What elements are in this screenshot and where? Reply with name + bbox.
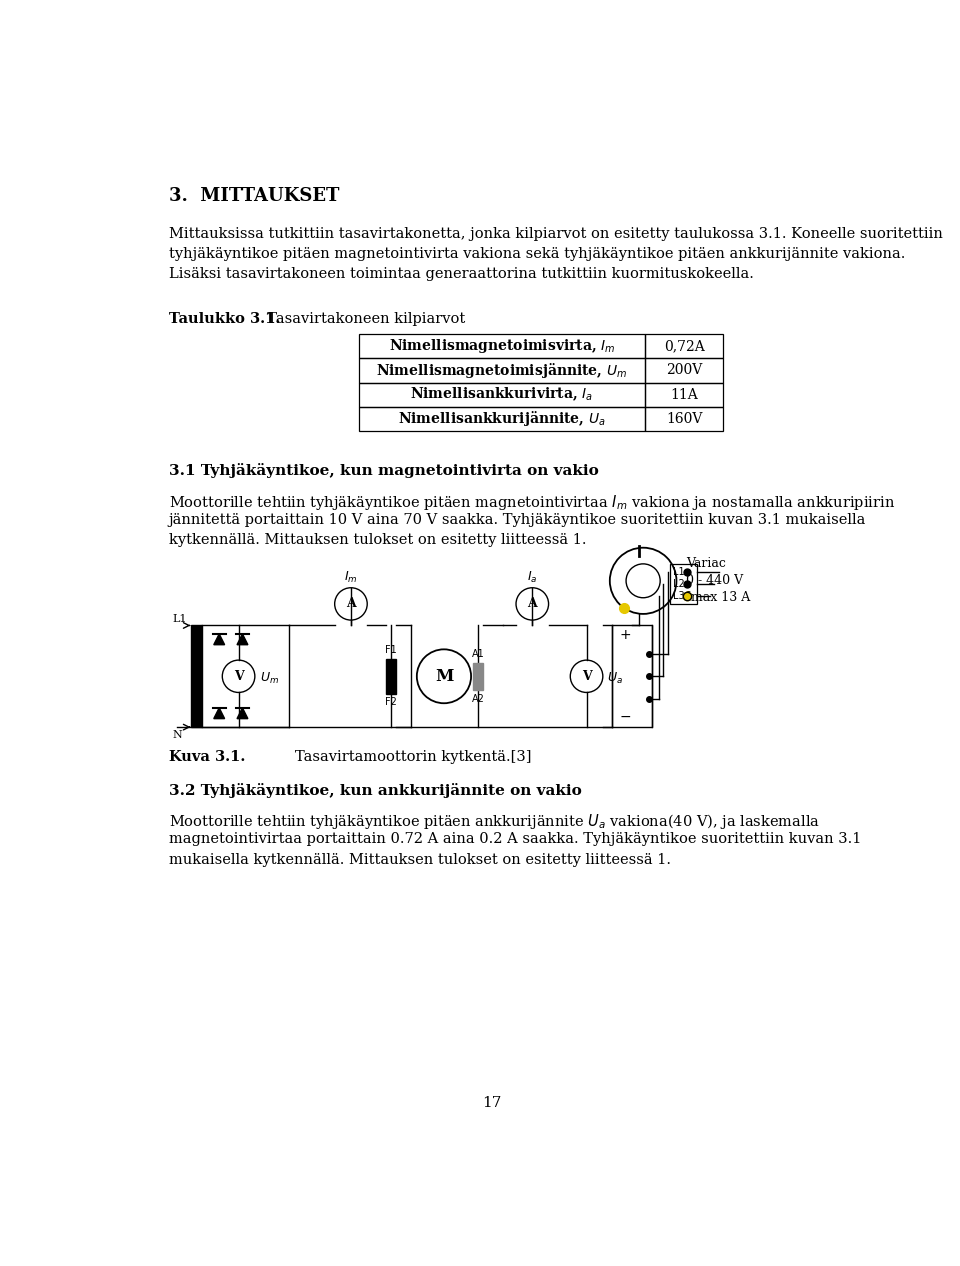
Text: 3.1 Tyhjäkäyntikoe, kun magnetointivirta on vakio: 3.1 Tyhjäkäyntikoe, kun magnetointivirta… [169, 463, 599, 479]
Text: Tasavirtamoottorin kytkentä.[3]: Tasavirtamoottorin kytkentä.[3] [258, 751, 532, 765]
Text: Nimellisankkurivirta, $\mathit{I}_a$: Nimellisankkurivirta, $\mathit{I}_a$ [411, 386, 593, 404]
Text: Moottorille tehtiin tyhjäkäyntikoe pitäen magnetointivirtaa $\mathit{I}_m$ vakio: Moottorille tehtiin tyhjäkäyntikoe pitäe… [169, 492, 895, 511]
Text: F2: F2 [385, 698, 396, 708]
Bar [645, 334, 723, 358]
Text: 17: 17 [482, 1096, 502, 1110]
Text: V: V [233, 670, 244, 682]
Bar [190, 625, 203, 727]
Text: mukaisella kytkennällä. Mittauksen tulokset on esitetty liitteessä 1.: mukaisella kytkennällä. Mittauksen tulok… [169, 852, 671, 867]
Text: 0 - 440 V: 0 - 440 V [685, 575, 743, 587]
Bar [612, 625, 653, 727]
Text: Lisäksi tasavirtakoneen toimintaa generaattorina tutkittiin kuormituskokeella.: Lisäksi tasavirtakoneen toimintaa genera… [169, 267, 754, 281]
Text: Imax 13 A: Imax 13 A [685, 591, 750, 604]
Text: Kuva 3.1.: Kuva 3.1. [169, 751, 245, 765]
Polygon shape [237, 634, 248, 644]
Text: $I_a$: $I_a$ [527, 570, 538, 585]
Bar [670, 563, 697, 604]
Text: V: V [582, 670, 591, 682]
Text: A: A [346, 598, 356, 610]
Text: Nimellismagnetoimisjännite, $\mathit{U}_m$: Nimellismagnetoimisjännite, $\mathit{U}_… [376, 361, 628, 380]
Text: 3.  MITTAUKSET: 3. MITTAUKSET [169, 186, 339, 205]
Bar [359, 382, 645, 406]
Text: $U_a$: $U_a$ [608, 671, 623, 686]
Polygon shape [214, 634, 225, 644]
Text: 200V: 200V [666, 363, 703, 377]
Text: A: A [527, 598, 538, 610]
Text: $I_m$: $I_m$ [344, 570, 358, 585]
Text: L3: L3 [673, 591, 685, 601]
Bar [645, 406, 723, 430]
Bar [473, 663, 484, 690]
Text: 0,72A: 0,72A [663, 339, 705, 353]
Bar [386, 660, 396, 694]
Text: A1: A1 [472, 649, 485, 660]
Text: Nimellisankkurijännite, $\mathit{U}_a$: Nimellisankkurijännite, $\mathit{U}_a$ [398, 409, 606, 428]
Text: kytkennällä. Mittauksen tulokset on esitetty liitteessä 1.: kytkennällä. Mittauksen tulokset on esit… [169, 533, 587, 547]
Text: F1: F1 [385, 646, 396, 655]
Bar [645, 382, 723, 406]
Text: 11A: 11A [670, 387, 698, 401]
Text: magnetointivirtaa portaittain 0.72 A aina 0.2 A saakka. Tyhjäkäyntikoe suoritett: magnetointivirtaa portaittain 0.72 A ain… [169, 832, 861, 846]
Text: +: + [620, 628, 632, 642]
Text: A2: A2 [472, 694, 485, 704]
Text: −: − [620, 710, 632, 724]
Text: M: M [435, 667, 453, 685]
Text: Tasavirtakoneen kilpiarvot: Tasavirtakoneen kilpiarvot [258, 313, 466, 327]
Text: Taulukko 3.1.: Taulukko 3.1. [169, 313, 280, 327]
Polygon shape [237, 708, 248, 719]
Text: 3.2 Tyhjäkäyntikoe, kun ankkurijännite on vakio: 3.2 Tyhjäkäyntikoe, kun ankkurijännite o… [169, 782, 582, 798]
Bar [645, 358, 723, 382]
Text: Variac: Variac [685, 557, 726, 571]
Polygon shape [214, 708, 225, 719]
Bar [359, 406, 645, 430]
Text: L1: L1 [173, 614, 187, 624]
Text: jännitettä portaittain 10 V aina 70 V saakka. Tyhjäkäyntikoe suoritettiin kuvan : jännitettä portaittain 10 V aina 70 V sa… [169, 513, 866, 527]
Text: L1: L1 [673, 567, 685, 576]
Bar [359, 358, 645, 382]
Text: 160V: 160V [666, 411, 703, 425]
Text: $U_m$: $U_m$ [259, 671, 278, 686]
Text: tyhjäkäyntikoe pitäen magnetointivirta vakiona sekä tyhjäkäyntikoe pitäen ankkur: tyhjäkäyntikoe pitäen magnetointivirta v… [169, 247, 905, 261]
Text: Mittauksissa tutkittiin tasavirtakonetta, jonka kilpiarvot on esitetty taulukoss: Mittauksissa tutkittiin tasavirtakonetta… [169, 227, 943, 241]
Text: L2: L2 [673, 579, 685, 589]
Text: Nimellismagnetoimisvirta, $\mathit{I}_m$: Nimellismagnetoimisvirta, $\mathit{I}_m$ [389, 337, 615, 356]
Bar [359, 334, 645, 358]
Text: N: N [173, 730, 182, 741]
Text: Moottorille tehtiin tyhjäkäyntikoe pitäen ankkurijännite $\mathit{U}_a$ vakiona(: Moottorille tehtiin tyhjäkäyntikoe pitäe… [169, 812, 820, 830]
